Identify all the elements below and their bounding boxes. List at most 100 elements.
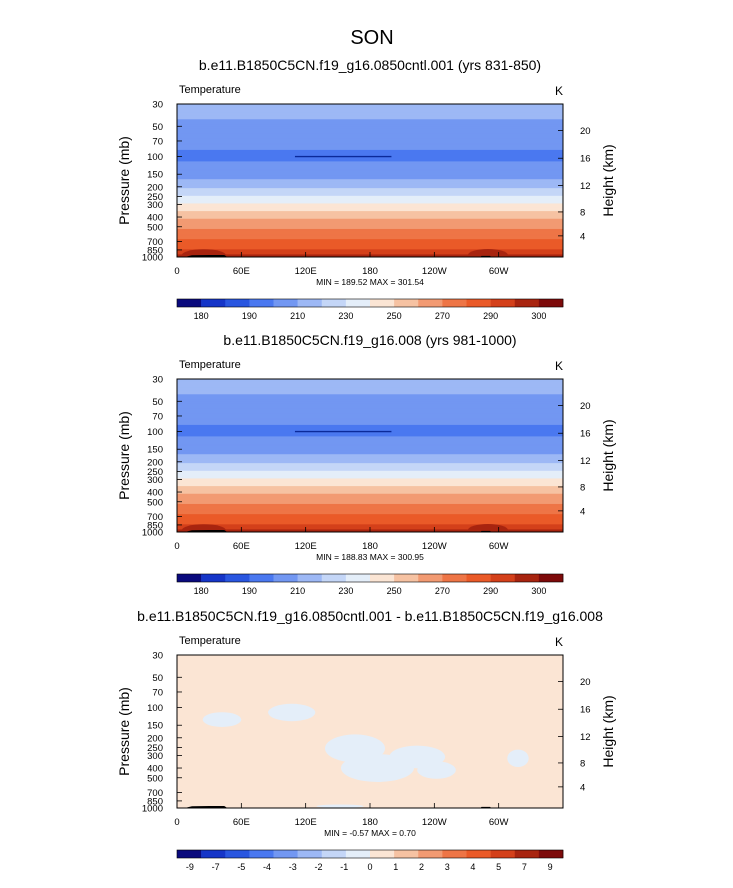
colorbar-swatch [345,850,371,858]
data-mark [467,248,508,257]
y-tick-label: 1000 [142,253,163,264]
data-band [177,230,563,233]
data-band [177,502,563,505]
y-tick-label: 300 [147,200,163,211]
colorbar-swatch [442,574,467,582]
y-tick-label: 250 [147,192,163,203]
data-band [177,433,563,436]
data-region [316,804,364,808]
data-band [177,226,563,229]
data-band [177,217,563,220]
data-band [177,140,563,143]
data-band [177,170,563,173]
data-band [177,475,563,478]
data-band [177,211,563,213]
data-band [177,515,563,518]
data-band [177,232,563,235]
data-band [177,149,563,152]
y-tick-label: 150 [147,170,163,181]
data-band [177,389,563,392]
colorbar-swatch [201,574,226,582]
panel-title: b.e11.B1850C5CN.f19_g16.0850cntl.001 (yr… [199,57,541,73]
data-band [177,479,563,482]
data-band [177,440,563,443]
data-band [177,413,563,416]
colorbar-label: 7 [522,862,527,872]
data-band [177,171,563,174]
data-band [177,488,563,491]
y-tick-label: 70 [152,687,163,698]
data-band [177,407,563,409]
data-band [177,519,563,522]
data-band [177,465,563,468]
data-band [177,197,563,199]
colorbar-swatch [225,574,250,582]
right-axis-label: Height (km) [600,695,616,767]
colorbar-label: 0 [367,862,372,872]
y-tick-label: 30 [152,375,163,386]
data-band [177,458,563,460]
data-band [177,225,563,228]
data-band [177,523,563,525]
colorbar-frame [176,298,564,308]
colorbar-swatch [418,299,443,307]
x-tick-label: 60W [489,266,509,277]
data-band [177,244,563,247]
data-band [177,240,563,243]
y-tick-label: 400 [147,488,163,499]
x-tick-label: 0 [174,817,179,828]
data-band [177,115,563,118]
data-band [177,183,563,185]
y-tick-label: 850 [147,520,163,531]
x-tick-label: 60W [489,541,509,552]
colorbar-label: 4 [470,862,475,872]
data-band [177,121,563,124]
data-band [177,193,563,196]
data-band [177,500,563,503]
colorbar-swatch [201,299,226,307]
data-band [177,144,563,147]
colorbar-label: 230 [338,311,353,321]
data-band [177,495,563,497]
data-band [177,220,563,222]
colorbar-swatch [370,299,395,307]
data-band [177,180,563,183]
colorbar-swatch [297,299,323,307]
data-band [177,412,563,415]
data-band [177,129,563,132]
colorbar-label: 190 [242,311,257,321]
data-band [177,451,563,454]
data-band [177,195,563,198]
data-band [177,134,563,137]
data-band [177,241,563,244]
data-band [177,436,563,439]
colorbar-swatch [514,299,540,307]
data-band [177,491,563,494]
colorbar-swatch [442,299,467,307]
data-band [177,396,563,399]
data-background [177,655,563,808]
colorbar-swatch [177,574,202,582]
colorbar-label: -4 [263,862,271,872]
data-band [177,399,563,402]
data-band [177,520,563,523]
colorbar-swatch [345,574,371,582]
variable-label: Temperature [179,359,241,371]
data-band [177,380,563,383]
data-band [177,133,563,136]
right-tick-label: 8 [580,482,585,493]
colorbar-swatch [370,850,395,858]
data-band [177,138,563,141]
data-band [177,152,563,155]
y-tick-label: 700 [147,512,163,523]
y-axis-label: Pressure (mb) [116,687,132,776]
x-tick-label: 120E [295,541,317,552]
data-band [177,146,563,148]
right-tick-label: 20 [580,126,591,137]
data-region [417,761,456,779]
data-band [177,222,563,225]
colorbar-label: 2 [419,862,424,872]
data-band [177,446,563,449]
y-tick-label: 150 [147,721,163,732]
data-band [177,473,563,476]
